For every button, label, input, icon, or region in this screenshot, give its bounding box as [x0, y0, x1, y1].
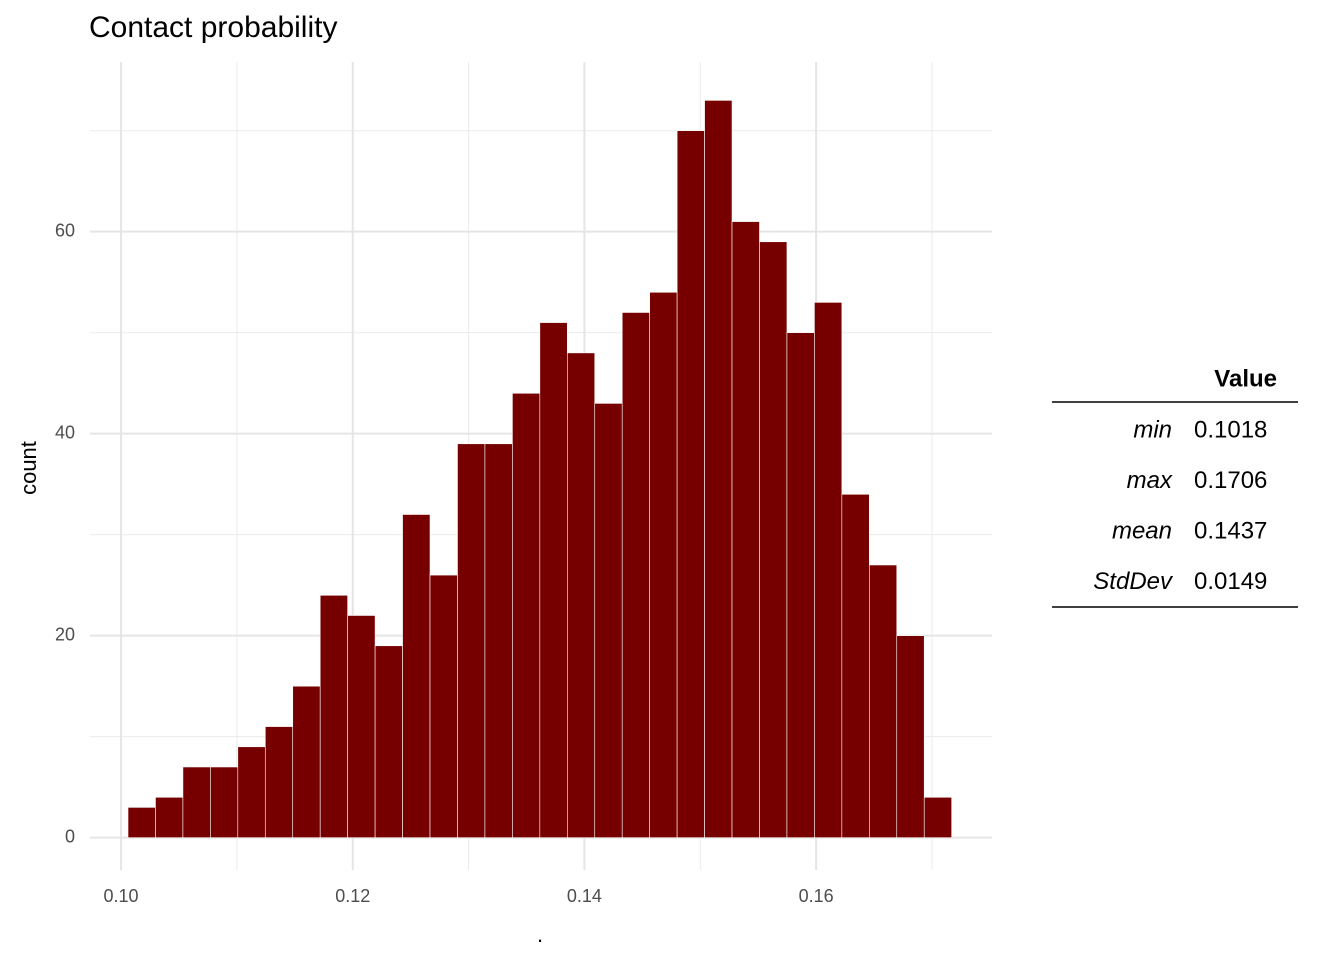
y-axis-title: count	[16, 441, 41, 495]
bar	[402, 514, 431, 838]
y-tick-label: 0	[65, 826, 75, 846]
bar	[127, 807, 156, 838]
bar	[210, 766, 239, 838]
bars	[127, 100, 952, 838]
bar	[512, 392, 541, 838]
bar	[539, 322, 568, 838]
table-header: Value	[1214, 365, 1277, 392]
x-tick-label: 0.10	[104, 886, 139, 906]
table-value: 0.1437	[1194, 517, 1267, 544]
bar	[566, 352, 596, 838]
y-tick-label: 60	[55, 220, 75, 240]
y-tick-label: 20	[55, 624, 75, 644]
bar	[786, 332, 815, 838]
bar	[374, 645, 403, 838]
table-label: mean	[1112, 517, 1172, 544]
bar	[155, 796, 184, 838]
bar	[841, 493, 870, 838]
bar	[869, 564, 898, 838]
table-value: 0.1706	[1194, 467, 1267, 494]
x-tick-label: 0.16	[799, 886, 834, 906]
bar	[237, 746, 266, 838]
x-tick-label: 0.12	[335, 886, 370, 906]
x-axis-title: .	[537, 922, 543, 947]
table-value: 0.0149	[1194, 568, 1267, 595]
bar	[457, 443, 486, 838]
bar	[182, 766, 211, 838]
bar	[484, 443, 513, 838]
summary-table: Value min 0.1018 max 0.1706 mean 0.1437 StdDev 0…	[1052, 365, 1298, 608]
table-value: 0.1018	[1194, 416, 1267, 443]
bar	[292, 685, 321, 838]
bar	[814, 302, 843, 838]
bar	[759, 241, 788, 838]
bar	[621, 312, 650, 838]
table-label: max	[1127, 467, 1173, 494]
y-tick-label: 40	[55, 422, 75, 442]
table-label: StdDev	[1093, 568, 1174, 595]
bar	[704, 100, 733, 838]
x-tick-label: 0.14	[567, 886, 602, 906]
bar	[649, 291, 678, 838]
bar	[731, 221, 760, 838]
bar	[594, 403, 623, 838]
bar	[429, 574, 458, 838]
bar	[923, 796, 952, 838]
bar	[896, 635, 925, 838]
bar	[676, 130, 705, 838]
chart-title: Contact probability	[89, 11, 337, 44]
table-label: min	[1133, 416, 1172, 443]
bar	[347, 615, 376, 838]
bar	[319, 594, 348, 838]
bar	[264, 726, 294, 838]
